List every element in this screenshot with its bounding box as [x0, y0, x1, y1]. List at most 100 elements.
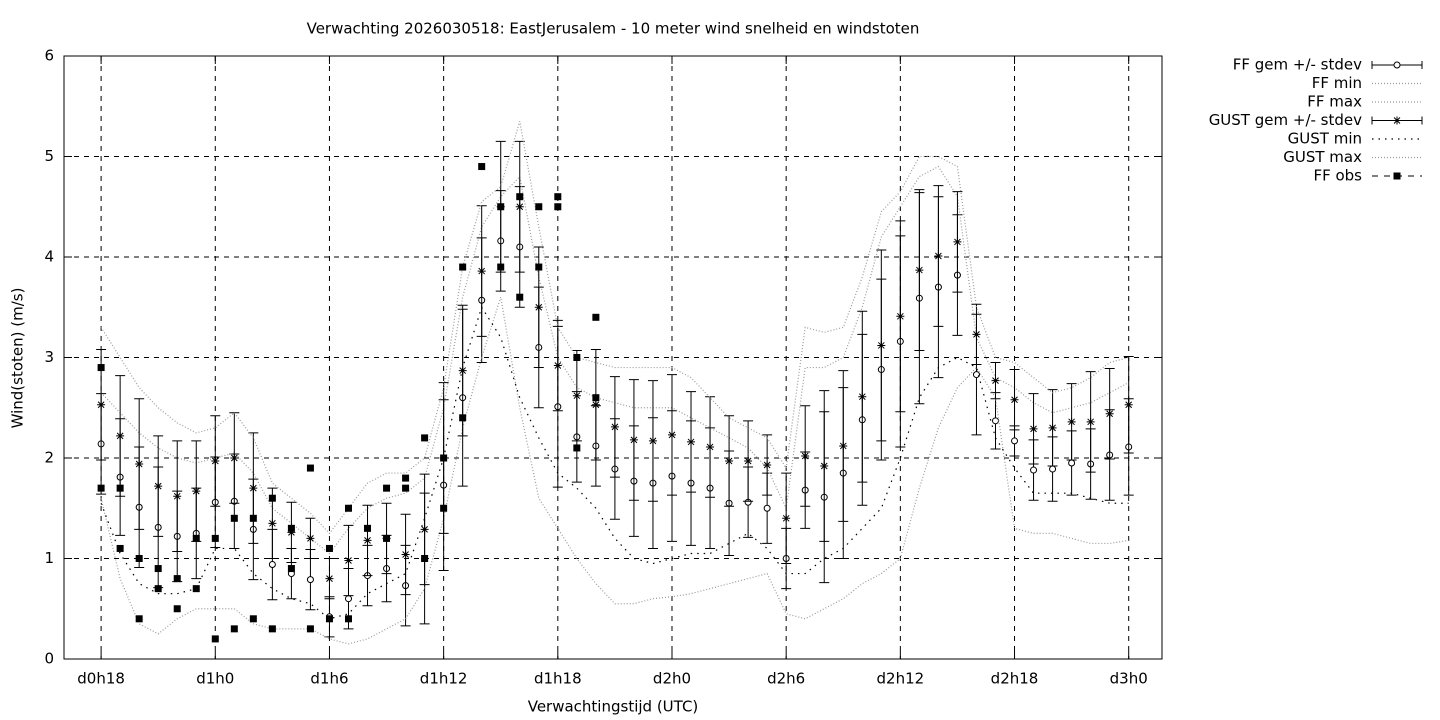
legend-label: GUST max — [1283, 148, 1362, 166]
star-point — [667, 430, 676, 439]
square-point — [287, 524, 295, 532]
square-point — [440, 454, 448, 462]
x-tick-label: d2h0 — [653, 670, 691, 688]
x-tick-label: d1h18 — [534, 670, 582, 688]
square-point — [421, 434, 429, 442]
square-point — [592, 313, 600, 321]
x-tick-label: d3h0 — [1110, 670, 1148, 688]
star-point — [839, 441, 848, 450]
square-point — [192, 585, 200, 593]
star-point — [249, 484, 258, 493]
star-point — [687, 437, 696, 446]
legend-label: GUST min — [1288, 130, 1362, 148]
square-point — [116, 484, 124, 492]
legend-sample — [1371, 61, 1423, 69]
star-point — [629, 435, 638, 444]
star-point — [763, 461, 772, 470]
square-point — [497, 203, 505, 211]
y-tick-label: 1 — [44, 549, 54, 567]
star-point — [1067, 417, 1076, 426]
star-point — [306, 534, 315, 543]
y-tick-label: 6 — [44, 47, 54, 65]
y-tick-label: 4 — [44, 248, 54, 266]
star-point — [211, 457, 220, 466]
legend-label: FF gem +/- stdev — [1233, 56, 1362, 74]
square-point — [516, 293, 524, 301]
square-point — [230, 625, 238, 633]
star-point — [1086, 417, 1095, 426]
legend-symbol — [1393, 116, 1401, 125]
square-point — [325, 615, 333, 623]
square-point — [459, 263, 467, 271]
star-point — [782, 514, 791, 523]
star-point — [230, 454, 239, 462]
square-point — [497, 263, 505, 271]
x-tick-label: d1h0 — [196, 670, 234, 688]
square-point — [459, 414, 467, 422]
square-point — [306, 625, 314, 633]
star-point — [972, 330, 981, 339]
star-point — [534, 303, 543, 312]
star-point — [173, 492, 182, 501]
star-point — [896, 312, 905, 321]
star-point — [572, 391, 581, 400]
range-line — [100, 297, 1129, 645]
square-point — [573, 444, 581, 452]
square-point — [135, 615, 143, 623]
square-point — [249, 615, 257, 623]
legend-label: GUST gem +/- stdev — [1209, 111, 1362, 129]
star-point — [1105, 409, 1114, 418]
x-tick-label: d1h12 — [420, 670, 468, 688]
y-tick-label: 0 — [44, 650, 54, 668]
square-point — [135, 555, 143, 562]
x-tick-label: d2h18 — [991, 670, 1039, 688]
x-tick-label: d2h12 — [877, 670, 925, 688]
square-point — [154, 565, 162, 573]
square-point — [249, 514, 257, 522]
x-tick-label: d0h18 — [77, 670, 125, 688]
square-point — [535, 203, 543, 211]
star-point — [706, 442, 715, 451]
square-point — [344, 504, 352, 512]
plot-frame — [63, 55, 1163, 660]
square-point — [192, 534, 200, 542]
star-point — [725, 457, 734, 466]
star-point — [915, 266, 924, 275]
square-point — [535, 263, 543, 271]
circle-point — [972, 371, 980, 379]
circle-point — [763, 504, 771, 512]
y-tick-label: 3 — [44, 348, 54, 366]
star-point — [1010, 395, 1019, 404]
circle-point — [1068, 459, 1076, 467]
star-point — [135, 460, 144, 469]
star-point — [344, 556, 353, 565]
star-point — [515, 202, 524, 211]
circle-point — [306, 576, 314, 584]
y-axis-label: Wind(stoten) (m/s) — [9, 288, 27, 429]
star-point — [192, 487, 201, 496]
square-point — [268, 494, 276, 502]
square-point — [287, 565, 295, 573]
square-point — [554, 203, 562, 211]
star-point — [1124, 400, 1133, 409]
legend-label: FF min — [1312, 74, 1362, 92]
square-point — [344, 615, 352, 623]
square-point — [268, 625, 276, 633]
star-point — [287, 528, 296, 537]
x-axis-label: Verwachtingstijd (UTC) — [528, 698, 699, 716]
square-point — [97, 484, 105, 492]
legend-label: FF max — [1307, 93, 1362, 111]
square-point — [592, 394, 600, 402]
legend-label: FF obs — [1313, 167, 1362, 185]
star-point — [1048, 423, 1057, 432]
square-point — [573, 354, 581, 361]
star-point — [116, 431, 125, 440]
square-point — [211, 534, 219, 542]
star-point — [877, 341, 886, 350]
star-point — [401, 550, 410, 559]
square-point — [306, 464, 314, 472]
star-point — [744, 457, 753, 466]
star-point — [553, 361, 562, 370]
legend-symbol — [1393, 172, 1401, 180]
square-point — [230, 514, 238, 522]
